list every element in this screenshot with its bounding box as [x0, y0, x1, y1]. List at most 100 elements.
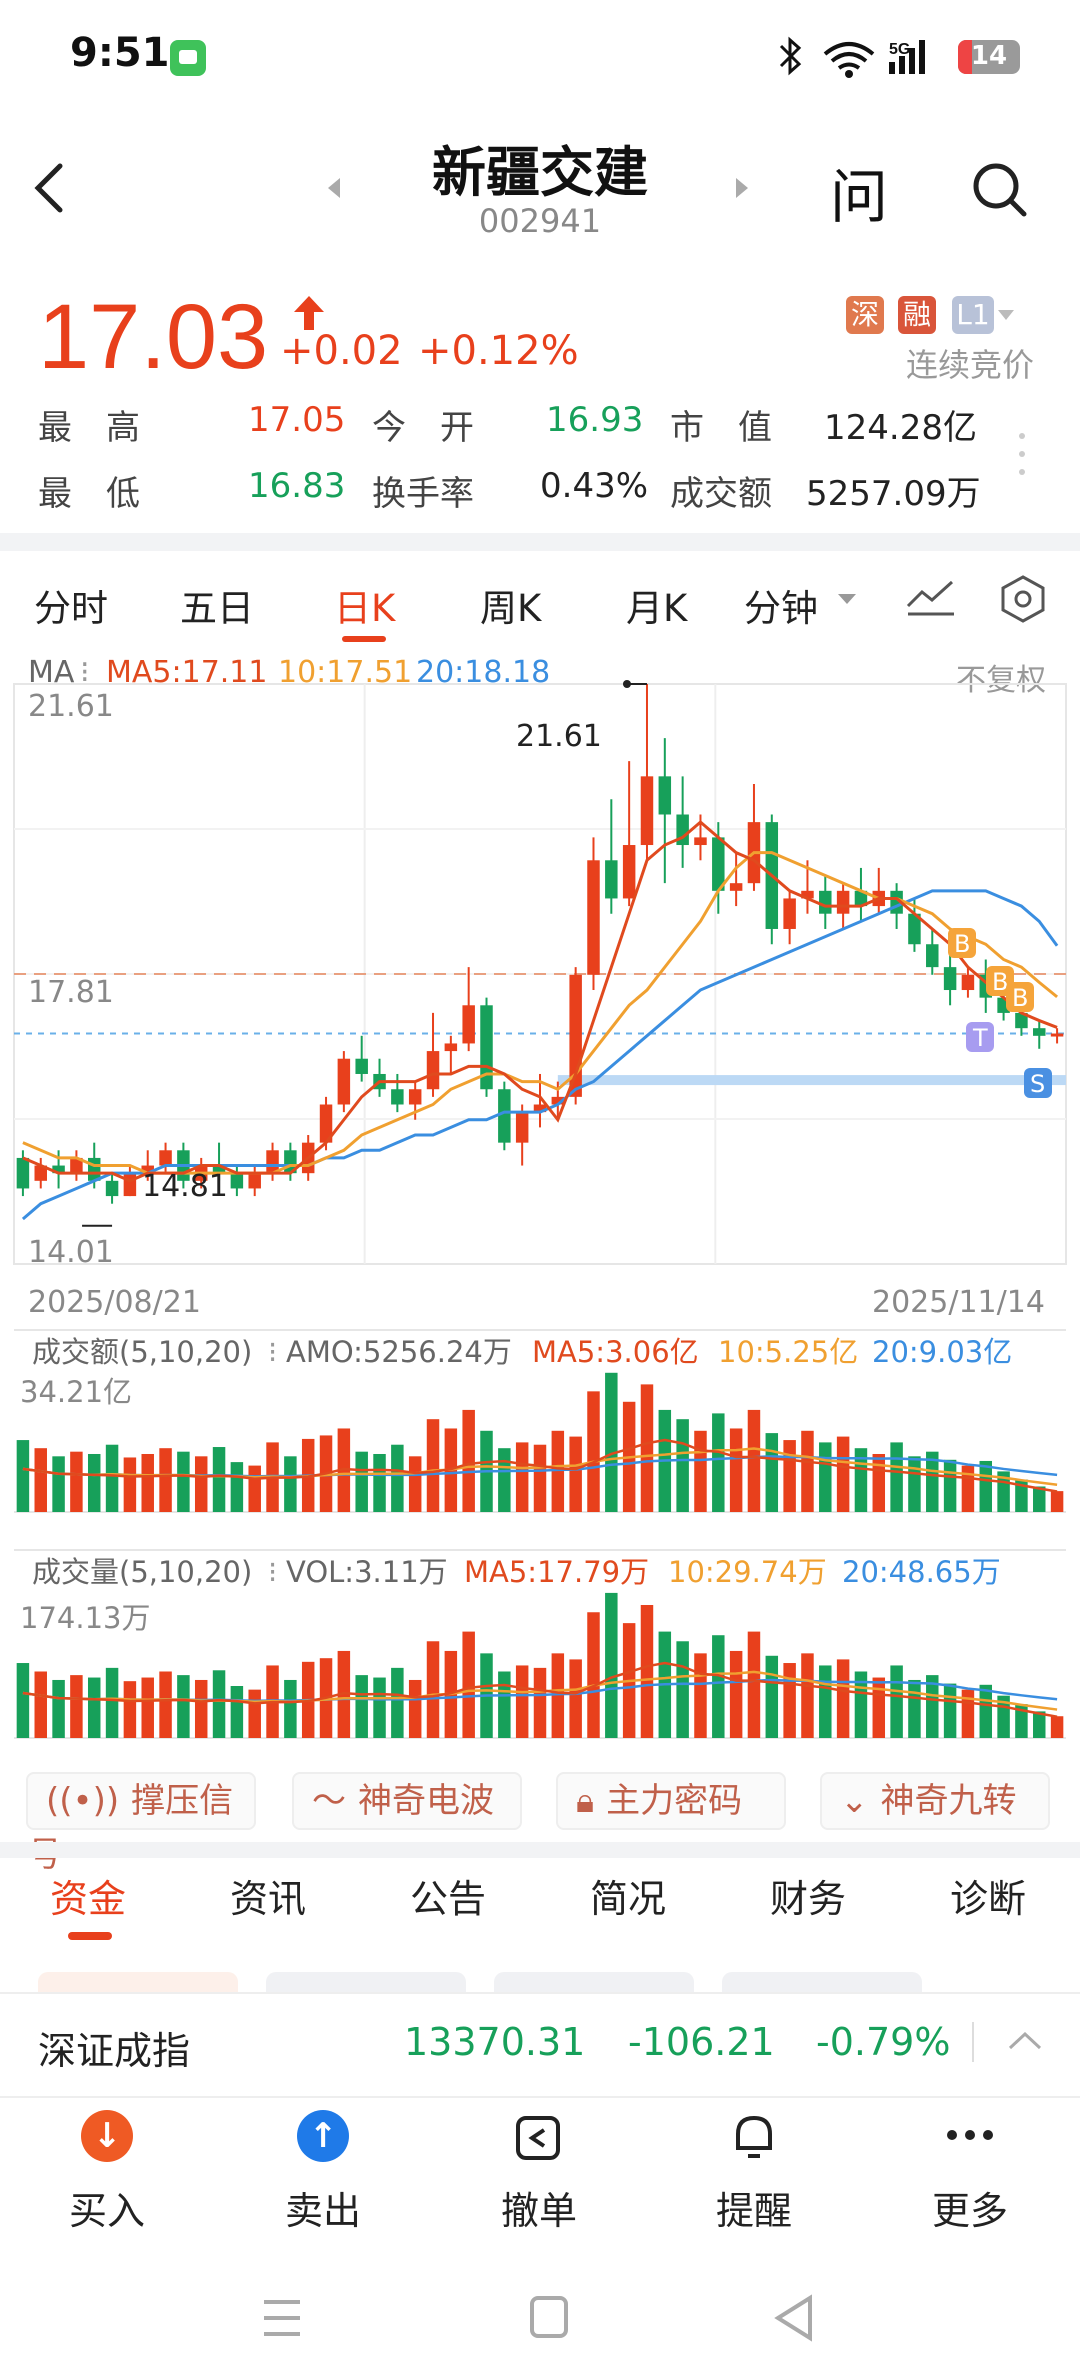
- amount-bar: [747, 1409, 761, 1512]
- amount-bar: [872, 1453, 886, 1512]
- signal-icon: ((•)): [46, 1781, 120, 1821]
- candle: [248, 1165, 261, 1197]
- alert-button[interactable]: 提醒: [715, 2189, 792, 2233]
- chart-grid: [13, 683, 1067, 1265]
- y-axis-min-label: 14.01: [28, 1235, 114, 1270]
- candle: [230, 1165, 244, 1197]
- svg-text:S: S: [1030, 1070, 1045, 1098]
- tab-intraday[interactable]: 分时: [34, 587, 108, 630]
- tab-weekly-k[interactable]: 周K: [480, 587, 542, 630]
- amount-bar: [123, 1457, 137, 1512]
- signal-icon: [889, 40, 925, 74]
- volume-bar: [908, 1679, 921, 1738]
- volume-bar: [569, 1659, 582, 1738]
- tab-funds[interactable]: 资金: [50, 1877, 127, 1921]
- volume-bar: [123, 1681, 137, 1738]
- market-cap-value: 124.28亿: [824, 408, 977, 448]
- more-button[interactable]: 更多: [931, 2189, 1008, 2233]
- kline-chart[interactable]: 21.61 17.81 14.01 21.61 14.81 2025/08/21…: [0, 680, 1080, 1760]
- volume-bar: [177, 1675, 190, 1738]
- amount-bar: [105, 1444, 119, 1512]
- buy-button[interactable]: 买入: [68, 2189, 145, 2233]
- amount-ma10-value: 10:5.25亿: [718, 1335, 858, 1369]
- cancel-order-icon[interactable]: [512, 2112, 564, 2164]
- tab-daily-k[interactable]: 日K: [334, 587, 396, 630]
- amount-bar: [177, 1451, 190, 1512]
- volume-bar: [729, 1650, 743, 1738]
- adjust-type[interactable]: 不复权: [956, 663, 1046, 698]
- amount-bar: [426, 1419, 440, 1512]
- level1-tag[interactable]: L1: [952, 296, 994, 334]
- buy-icon[interactable]: ↓: [81, 2110, 133, 2162]
- active-tab-indicator: [342, 636, 386, 642]
- tab-financials[interactable]: 财务: [770, 1877, 847, 1921]
- candle: [444, 1035, 458, 1074]
- main-force-code-chip[interactable]: 🔒︎ 主力密码: [556, 1772, 786, 1830]
- tab-monthly-k[interactable]: 月K: [626, 587, 688, 630]
- settings-hexagon-icon[interactable]: [998, 574, 1048, 624]
- network-type-label: 5G: [889, 41, 910, 58]
- amount-bar: [836, 1436, 850, 1512]
- tab-announcements[interactable]: 公告: [410, 1877, 487, 1921]
- tab-minute[interactable]: 分钟: [744, 587, 818, 630]
- candlestick-series: [16, 680, 1064, 1227]
- magic-wave-chip[interactable]: 〜神奇电波: [292, 1772, 522, 1830]
- next-stock-icon[interactable]: [734, 178, 748, 198]
- y-axis-max-label: 21.61: [28, 689, 114, 724]
- battery-icon: 14: [958, 40, 1020, 74]
- volume-bar: [230, 1686, 244, 1738]
- content-card-stub: [38, 1972, 238, 1992]
- chevron-down-icon[interactable]: [998, 310, 1014, 322]
- prev-stock-icon[interactable]: [328, 178, 342, 198]
- search-icon[interactable]: [970, 160, 1030, 220]
- section-divider: [0, 533, 1080, 551]
- sell-button[interactable]: 卖出: [284, 2189, 361, 2233]
- sell-icon[interactable]: ↑: [297, 2110, 349, 2162]
- magic-nine-chip[interactable]: ⌄ 神奇九转: [820, 1772, 1050, 1830]
- svg-text:T: T: [972, 1024, 988, 1052]
- index-value: 13370.31: [404, 2020, 586, 2064]
- buy-marker-3: B: [1006, 982, 1034, 1012]
- candle: [515, 1104, 529, 1166]
- amount-bar: [462, 1409, 475, 1512]
- indicator-chart-icon[interactable]: [906, 578, 956, 618]
- candle: [658, 738, 672, 884]
- volume-bar: [52, 1679, 65, 1738]
- tab-diagnosis[interactable]: 诊断: [950, 1877, 1027, 1921]
- candle: [105, 1173, 119, 1204]
- amount-bar: [890, 1442, 903, 1512]
- more-icon[interactable]: [944, 2120, 996, 2150]
- more-vertical-icon[interactable]: [1016, 430, 1028, 480]
- system-nav-bar[interactable]: [260, 2290, 820, 2346]
- ask-button[interactable]: 问: [830, 163, 889, 231]
- volume-bar: [70, 1675, 83, 1738]
- back-arrow-icon[interactable]: [30, 160, 70, 216]
- bell-icon[interactable]: [728, 2110, 780, 2164]
- amount-bar: [141, 1453, 154, 1512]
- candle: [747, 783, 761, 891]
- volume-bar: [87, 1677, 101, 1738]
- volume-bar: [105, 1667, 119, 1738]
- chevron-circle-icon: ⌄: [840, 1781, 869, 1821]
- amount-bar: [230, 1462, 244, 1512]
- minute-dropdown-icon[interactable]: [838, 594, 856, 606]
- tab-five-day[interactable]: 五日: [180, 587, 254, 630]
- tab-profile[interactable]: 简况: [590, 1877, 667, 1921]
- tab-news[interactable]: 资讯: [230, 1877, 307, 1921]
- cancel-order-button[interactable]: 撤单: [500, 2189, 577, 2233]
- volume-bar: [391, 1667, 404, 1738]
- index-ticker-bar[interactable]: [0, 1992, 1080, 2098]
- volume-bar: [765, 1655, 779, 1738]
- wifi-icon: [823, 42, 875, 70]
- chevron-up-icon[interactable]: [1008, 2030, 1042, 2050]
- amount-bar: [926, 1451, 939, 1512]
- volume-ma5-value: MA5:17.79万: [464, 1555, 649, 1589]
- amount-bar: [373, 1453, 386, 1512]
- turnover-label: 换手率: [372, 474, 474, 514]
- amount-label: 成交额: [670, 474, 772, 514]
- volume-bar: [373, 1677, 386, 1738]
- support-pressure-chip[interactable]: ((•))撑压信号: [26, 1772, 256, 1875]
- ma-menu-dots[interactable]: ⁝: [80, 655, 90, 690]
- svg-text:B: B: [954, 930, 970, 958]
- ma20-line: [21, 889, 1059, 1221]
